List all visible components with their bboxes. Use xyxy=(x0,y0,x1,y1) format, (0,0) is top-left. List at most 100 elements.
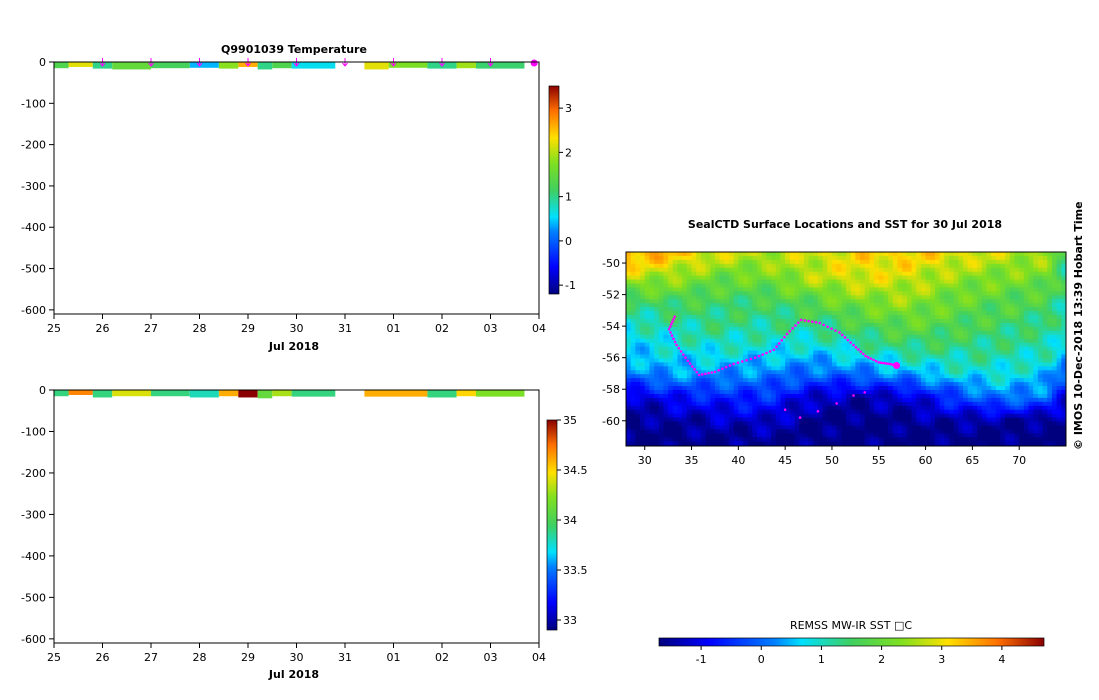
sst-cell xyxy=(991,441,997,446)
track-point xyxy=(673,315,676,318)
sst-cell xyxy=(658,263,665,269)
sst-cell xyxy=(1033,413,1039,419)
sst-cell xyxy=(925,362,931,367)
sst-cell xyxy=(752,350,758,356)
sst-cell xyxy=(808,291,814,296)
sst-cell xyxy=(846,393,852,399)
lat-tick-label: -58 xyxy=(602,383,620,396)
sst-cell xyxy=(883,378,889,383)
sst-cell xyxy=(780,346,786,352)
sst-cell xyxy=(752,330,758,336)
sst-cell xyxy=(869,322,875,328)
y-tick-label: -600 xyxy=(21,304,46,317)
sst-cell xyxy=(902,433,908,438)
sst-cell xyxy=(1056,255,1062,261)
sst-cell xyxy=(864,326,871,332)
sst-cell xyxy=(883,279,889,285)
sst-cell xyxy=(864,267,871,273)
sst-cell xyxy=(1042,267,1048,273)
sst-cell xyxy=(925,437,931,442)
sst-cell xyxy=(700,291,707,296)
sst-cell xyxy=(808,299,814,304)
sst-cell xyxy=(930,326,936,332)
sst-cell xyxy=(972,259,978,265)
sst-cell xyxy=(911,362,917,367)
sst-cell xyxy=(1019,405,1025,411)
sst-cell xyxy=(700,354,707,360)
sst-cell xyxy=(883,255,889,261)
sst-cell xyxy=(967,397,973,403)
sst-cell xyxy=(822,346,828,352)
sst-cell xyxy=(995,441,1002,446)
sst-cell xyxy=(911,338,917,344)
sst-cell xyxy=(761,295,768,300)
sst-cell xyxy=(911,433,917,438)
sst-cell xyxy=(1047,354,1053,360)
x-tick-label: 02 xyxy=(435,651,449,664)
sst-cell xyxy=(663,275,669,281)
sst-cell xyxy=(906,322,913,328)
sst-cell xyxy=(640,441,646,446)
sst-cell xyxy=(986,311,992,316)
sst-cell xyxy=(967,287,973,293)
sst-cell xyxy=(850,267,856,273)
sst-cell xyxy=(1051,441,1058,446)
sst-cell xyxy=(953,362,959,367)
sst-cell xyxy=(836,397,842,403)
sst-cell xyxy=(906,413,913,419)
sst-cell xyxy=(953,437,959,442)
sst-cell xyxy=(930,307,936,312)
sst-cell xyxy=(888,390,894,395)
sst-cell xyxy=(911,413,917,419)
sst-cell xyxy=(972,287,978,293)
track-point xyxy=(798,416,802,419)
sst-cell xyxy=(1009,303,1016,308)
sst-cell xyxy=(888,307,894,312)
track-point xyxy=(679,350,683,353)
sst-cell xyxy=(649,330,655,336)
sst-cell xyxy=(743,338,749,344)
sst-cell xyxy=(1000,342,1006,348)
sst-cell xyxy=(719,326,725,332)
sst-cell xyxy=(630,311,636,316)
sst-cell xyxy=(831,303,838,308)
sst-cell xyxy=(766,374,772,379)
sst-cell xyxy=(967,441,973,446)
sst-cell xyxy=(878,307,885,312)
sst-cell xyxy=(836,386,842,391)
sst-cell xyxy=(1000,267,1006,273)
x-tick-label: 30 xyxy=(290,322,304,335)
sst-cell xyxy=(1056,358,1062,364)
sst-cell xyxy=(836,354,842,360)
sst-cell xyxy=(1023,291,1030,296)
sst-cell xyxy=(799,315,805,320)
profile-segment xyxy=(272,390,292,397)
sst-cell xyxy=(827,326,833,332)
sst-cell xyxy=(696,437,702,442)
sst-cell xyxy=(757,437,763,442)
sst-cell xyxy=(953,346,959,352)
sst-cell xyxy=(789,397,796,403)
sst-cell xyxy=(1047,259,1053,265)
sst-cell xyxy=(822,374,828,379)
sst-cell xyxy=(649,425,655,431)
sst-cell xyxy=(668,417,674,423)
sst-cell xyxy=(981,405,988,411)
sst-cell xyxy=(920,279,927,285)
sst-cell xyxy=(1005,287,1011,293)
sst-cell xyxy=(640,326,646,332)
sst-cell xyxy=(654,338,660,344)
sst-cell xyxy=(794,303,800,308)
sst-cell xyxy=(939,405,945,411)
sst-cell xyxy=(920,334,927,340)
sst-cell xyxy=(958,326,964,332)
sst-cell xyxy=(972,275,978,281)
sst-cell xyxy=(1047,252,1053,257)
sst-cell xyxy=(752,315,758,320)
sst-cell xyxy=(757,382,763,387)
sst-cell xyxy=(817,366,824,371)
sst-cell xyxy=(995,378,1002,383)
sst-cell xyxy=(1042,307,1048,312)
sst-cell xyxy=(934,291,941,296)
sst-cell xyxy=(869,374,875,379)
